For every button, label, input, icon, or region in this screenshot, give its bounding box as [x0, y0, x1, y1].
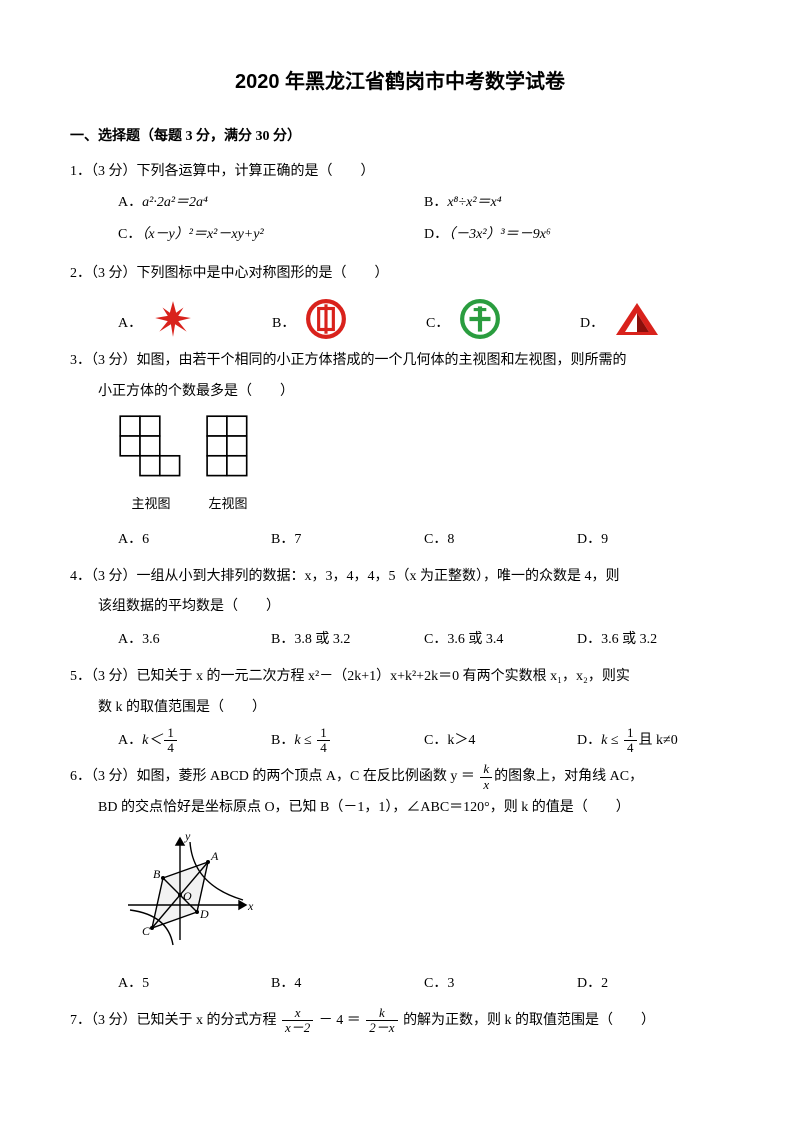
left-view: 左视图 — [204, 414, 252, 519]
q3-stem2: 小正方体的个数最多是（ ） — [70, 377, 730, 408]
q3-views: 主视图 左视图 — [70, 414, 730, 519]
q4-opt-c: C．3.6 或 3.4 — [424, 625, 577, 656]
front-view: 主视图 — [118, 414, 184, 519]
q3-stem1: 3．（3 分）如图，由若干个相同的小正方体搭成的一个几何体的主视图和左视图，则所… — [70, 346, 730, 377]
q4-options: A．3.6 B．3.8 或 3.2 C．3.6 或 3.4 D．3.6 或 3.… — [70, 625, 730, 656]
page-title: 2020 年黑龙江省鹤岗市中考数学试卷 — [70, 60, 730, 104]
question-1: 1．（3 分）下列各运算中，计算正确的是（ ） A．a²·2a²＝2a⁴ B．x… — [70, 157, 730, 253]
q5-options: A．k＜14 B．k ≤ 14 C．k＞4 D．k ≤ 14且 k≠0 — [70, 726, 730, 757]
section-header: 一、选择题（每题 3 分，满分 30 分） — [70, 122, 730, 153]
q1-opt-d: D．（－3x²）³＝－9x⁶ — [424, 220, 730, 251]
q5-opt-c: C．k＞4 — [424, 726, 577, 757]
question-7: 7．（3 分）已知关于 x 的分式方程 xx－2 － 4 ＝ k2－x 的解为正… — [70, 1006, 730, 1037]
q3-opt-c: C．8 — [424, 525, 577, 556]
q5-opt-b: B．k ≤ 14 — [271, 726, 424, 757]
q2-opt-b: B． — [272, 298, 422, 340]
q4-opt-d: D．3.6 或 3.2 — [577, 625, 730, 656]
q5-opt-a: A．k＜14 — [118, 726, 271, 757]
q3-opt-b: B．7 — [271, 525, 424, 556]
svg-text:O: O — [183, 889, 192, 903]
question-2: 2．（3 分）下列图标中是中心对称图形的是（ ） A． B． C． — [70, 259, 730, 340]
q6-opt-d: D．2 — [577, 969, 730, 1000]
svg-text:D: D — [199, 907, 209, 921]
q3-opt-a: A．6 — [118, 525, 271, 556]
svg-text:B: B — [153, 867, 161, 881]
question-6: 6．（3 分）如图，菱形 ABCD 的两个顶点 A，C 在反比例函数 y ＝ k… — [70, 762, 730, 999]
q6-stem1: 6．（3 分）如图，菱形 ABCD 的两个顶点 A，C 在反比例函数 y ＝ k… — [70, 762, 730, 793]
question-3: 3．（3 分）如图，由若干个相同的小正方体搭成的一个几何体的主视图和左视图，则所… — [70, 346, 730, 556]
q4-stem2: 该组数据的平均数是（ ） — [70, 592, 730, 623]
q6-opt-b: B．4 — [271, 969, 424, 1000]
q6-opt-c: C．3 — [424, 969, 577, 1000]
question-5: 5．（3 分）已知关于 x 的一元二次方程 x²－（2k+1）x+k²+2k＝0… — [70, 662, 730, 756]
hyperbola-graph-icon: y x A B C D O — [118, 830, 258, 950]
svg-text:x: x — [247, 899, 254, 913]
q3-options: A．6 B．7 C．8 D．9 — [70, 525, 730, 556]
q7-stem: 7．（3 分）已知关于 x 的分式方程 xx－2 － 4 ＝ k2－x 的解为正… — [70, 1006, 730, 1037]
q6-graph: y x A B C D O — [70, 830, 730, 963]
svg-text:C: C — [142, 924, 151, 938]
q6-stem2: BD 的交点恰好是坐标原点 O，已知 B（－1，1），∠ABC＝120°，则 k… — [70, 793, 730, 824]
q1-opt-c: C．（x－y）²＝x²－xy+y² — [118, 220, 424, 251]
q6-options: A．5 B．4 C．3 D．2 — [70, 969, 730, 1000]
logo-b-icon — [305, 298, 347, 340]
svg-text:A: A — [210, 849, 219, 863]
front-view-icon — [118, 414, 184, 480]
q4-opt-b: B．3.8 或 3.2 — [271, 625, 424, 656]
q1-options: A．a²·2a²＝2a⁴ B．x⁸÷x²＝x⁴ C．（x－y）²＝x²－xy+y… — [70, 188, 730, 254]
q3-opt-d: D．9 — [577, 525, 730, 556]
logo-a-icon — [152, 298, 194, 340]
q2-icons: A． B． C． — [70, 298, 730, 340]
logo-d-icon — [614, 298, 660, 340]
left-view-icon — [204, 414, 252, 480]
q2-opt-a: A． — [118, 298, 268, 340]
logo-c-icon — [459, 298, 501, 340]
q6-opt-a: A．5 — [118, 969, 271, 1000]
q2-stem: 2．（3 分）下列图标中是中心对称图形的是（ ） — [70, 259, 730, 290]
q5-opt-d: D．k ≤ 14且 k≠0 — [577, 726, 730, 757]
q1-opt-b: B．x⁸÷x²＝x⁴ — [424, 188, 730, 219]
q4-stem1: 4．（3 分）一组从小到大排列的数据：x，3，4，4，5（x 为正整数），唯一的… — [70, 562, 730, 593]
q1-opt-a: A．a²·2a²＝2a⁴ — [118, 188, 424, 219]
question-4: 4．（3 分）一组从小到大排列的数据：x，3，4，4，5（x 为正整数），唯一的… — [70, 562, 730, 656]
q5-stem1: 5．（3 分）已知关于 x 的一元二次方程 x²－（2k+1）x+k²+2k＝0… — [70, 662, 730, 693]
q1-stem: 1．（3 分）下列各运算中，计算正确的是（ ） — [70, 157, 730, 188]
q2-opt-d: D． — [580, 298, 730, 340]
svg-text:y: y — [184, 830, 191, 843]
q5-stem2: 数 k 的取值范围是（ ） — [70, 693, 730, 724]
q2-opt-c: C． — [426, 298, 576, 340]
q4-opt-a: A．3.6 — [118, 625, 271, 656]
